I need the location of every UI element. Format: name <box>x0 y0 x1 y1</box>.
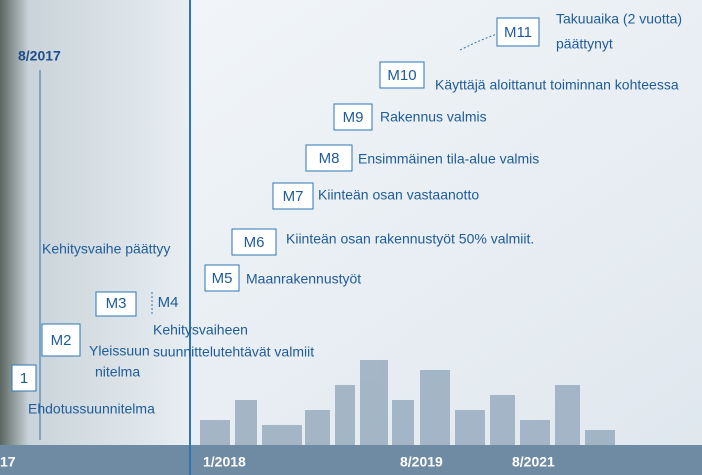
timeline-date: 17 <box>0 454 16 470</box>
milestone-box <box>95 291 137 317</box>
milestone-box <box>231 228 277 256</box>
date-label: 8/2017 <box>18 48 61 64</box>
milestone-label: Ensimmäinen tila-alue valmis <box>358 151 539 167</box>
milestone-code: M9 <box>343 109 364 126</box>
milestone-label: suunnittelutehtävät valmiit <box>153 344 314 360</box>
milestone-label: Kiinteän osan vastaanotto <box>318 187 479 203</box>
milestone-label: Yleissuun <box>89 343 150 359</box>
timeline-date: 8/2019 <box>400 454 443 470</box>
milestone-code: M2 <box>51 332 72 349</box>
milestone-label: nitelma <box>95 364 140 380</box>
milestone-label: Maanrakennustyöt <box>246 271 361 287</box>
milestone-box <box>41 323 81 357</box>
milestone-code: M4 <box>158 294 179 311</box>
phase-end-label: Kehitysvaihe päättyy <box>42 241 170 257</box>
photo-panel <box>0 0 190 475</box>
connector <box>459 33 498 51</box>
milestone-code: M3 <box>106 295 127 312</box>
milestone-code: M11 <box>504 24 532 41</box>
milestone-box <box>204 264 240 292</box>
milestone-label: päättynyt <box>556 36 613 52</box>
milestone-label: Kiinteän osan rakennustyöt 50% valmiit. <box>286 231 534 247</box>
milestone-label: Ehdotussuunnitelma <box>28 401 155 417</box>
timeline-band <box>0 445 702 475</box>
milestone-code: 1 <box>20 370 28 387</box>
milestone-box <box>272 182 314 210</box>
milestone-box <box>333 103 373 131</box>
milestone-label: Rakennus valmis <box>380 109 487 125</box>
milestone-label: Käyttäjä aloittanut toiminnan kohteessa <box>435 77 679 93</box>
timeline-date: 8/2021 <box>512 454 555 470</box>
milestone-label: Takuuaika (2 vuotta) <box>556 11 682 27</box>
milestone-box <box>379 61 425 89</box>
milestone-code: M10 <box>387 67 416 84</box>
milestone-code: M7 <box>283 188 304 205</box>
milestone-box <box>11 364 37 392</box>
milestone-code: M5 <box>212 270 233 287</box>
milestone-box <box>496 17 540 47</box>
milestone-label: Kehitysvaiheen <box>153 322 248 338</box>
timeline-date: 1/2018 <box>203 454 246 470</box>
milestone-box <box>305 144 353 172</box>
milestone-code: M8 <box>319 150 340 167</box>
milestone-code: M6 <box>244 234 265 251</box>
